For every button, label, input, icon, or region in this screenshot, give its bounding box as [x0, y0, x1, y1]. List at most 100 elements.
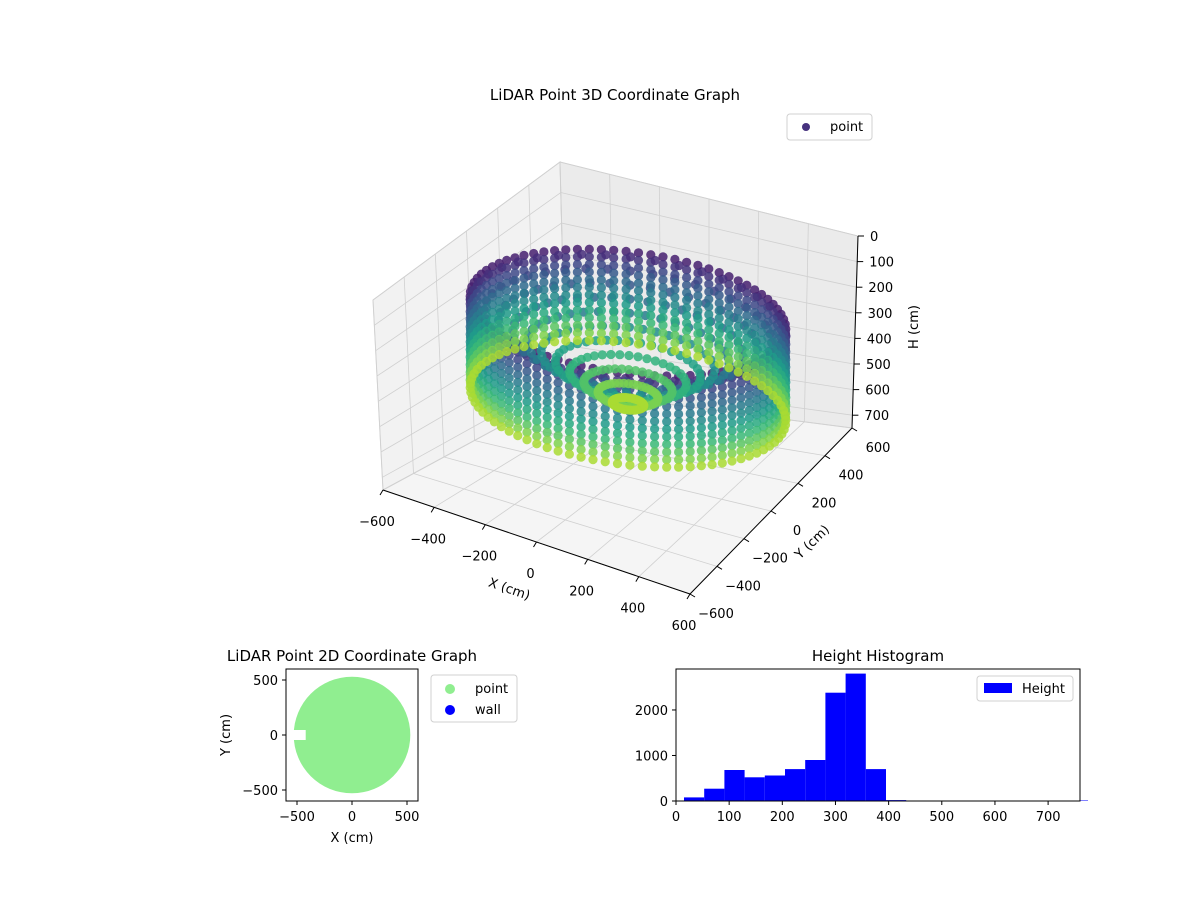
lidar-point	[519, 342, 529, 352]
lidar-point	[650, 255, 660, 266]
lidar-point	[609, 276, 619, 286]
lidar-point	[612, 443, 623, 453]
lidar-point	[642, 354, 652, 364]
lidar-point	[714, 351, 724, 361]
lidar-point	[553, 393, 563, 403]
lidar-point	[561, 298, 571, 308]
x-tick-label-2d: 0	[348, 810, 356, 825]
x-tick-label-3d: −200	[461, 550, 497, 565]
lidar-point	[572, 328, 583, 338]
lidar-point	[744, 443, 754, 453]
x-tick-label-3d: 0	[526, 567, 534, 582]
lidar-point	[727, 441, 737, 451]
lidar-point	[724, 302, 734, 312]
lidar-point	[724, 348, 734, 358]
lidar-point	[600, 457, 610, 467]
lidar-point	[714, 328, 724, 338]
histogram-bar	[805, 760, 826, 801]
lidar-point	[757, 312, 767, 322]
lidar-point	[576, 437, 586, 447]
lidar-point	[510, 276, 520, 286]
lidar-point	[596, 336, 607, 346]
lidar-point	[504, 381, 514, 391]
x-tick-label-hist: 200	[770, 810, 795, 825]
lidar-point	[696, 408, 707, 418]
lidar-point	[704, 355, 714, 365]
lidar-point	[489, 417, 499, 427]
lidar-point	[519, 288, 529, 298]
lidar-point	[696, 453, 707, 463]
lidar-point	[646, 272, 656, 283]
lidar-point	[693, 329, 703, 339]
lidar-point	[744, 390, 754, 400]
lidar-point	[752, 395, 762, 405]
z-tick-label-3d: 300	[868, 307, 893, 322]
lidar-point	[757, 365, 767, 376]
lidar-point	[750, 323, 760, 333]
lidar-point	[707, 391, 717, 401]
lidar-point	[600, 434, 610, 444]
lidar-point	[572, 313, 583, 323]
lidar-point	[513, 362, 523, 372]
lidar-point	[742, 326, 752, 336]
lidar-point	[733, 291, 743, 301]
lidar-point	[727, 380, 737, 390]
x-tick-label-hist: 400	[876, 810, 901, 825]
lidar-point	[504, 411, 514, 421]
lidar-point	[542, 412, 552, 422]
lidar-point	[519, 281, 529, 291]
lidar-point	[714, 359, 724, 369]
lidar-point	[522, 359, 532, 369]
lidar-point	[532, 363, 542, 373]
lidar-point	[576, 406, 586, 417]
lidar-point	[513, 408, 523, 418]
z-tick-label-3d: 700	[864, 409, 889, 424]
lidar-point	[600, 411, 610, 421]
lidar-point	[522, 420, 532, 430]
lidar-point	[750, 315, 760, 325]
lidar-point	[736, 454, 746, 464]
lidar-point	[553, 378, 563, 388]
histogram-title: Height Histogram	[812, 647, 944, 665]
lidar-point	[522, 382, 532, 392]
lidar-point	[496, 376, 506, 386]
legend-2d: point wall	[430, 674, 518, 723]
lidar-point	[707, 422, 717, 432]
lidar-point	[744, 413, 754, 423]
lidar-point	[612, 436, 623, 446]
lidar-point	[510, 283, 520, 293]
lidar-point	[717, 435, 727, 445]
lidar-point	[504, 388, 514, 398]
z-tick-label-3d: 500	[866, 358, 891, 373]
lidar-point	[561, 313, 571, 323]
lidar-point	[650, 462, 660, 472]
lidar-point	[550, 276, 560, 286]
lidar-point	[646, 295, 656, 305]
lidar-point	[670, 285, 680, 295]
y-tick-3d	[824, 455, 831, 460]
lidar-point	[529, 324, 539, 335]
lidar-point	[542, 397, 552, 407]
lidar-point	[658, 335, 668, 346]
lidar-point	[633, 271, 644, 281]
lidar-point	[504, 365, 514, 375]
lidar-point	[584, 320, 594, 330]
lidar-point	[625, 422, 635, 432]
lidar-point	[609, 253, 619, 263]
lidar-point	[727, 388, 737, 398]
lidar-point	[752, 425, 762, 435]
lidar-point	[621, 292, 631, 302]
lidar-point	[626, 252, 636, 262]
lidar-point	[714, 283, 724, 293]
lidar-point	[685, 424, 695, 434]
lidar-point	[561, 275, 571, 285]
height-grid-line	[375, 222, 857, 351]
lidar-point	[487, 284, 497, 295]
lidar-point	[704, 309, 714, 320]
y-tick-3d	[851, 427, 858, 432]
lidar-point	[615, 350, 625, 360]
lidar-point	[682, 326, 692, 336]
lidar-point	[596, 260, 607, 270]
lidar-point	[646, 318, 656, 328]
lidar-point	[532, 424, 542, 434]
